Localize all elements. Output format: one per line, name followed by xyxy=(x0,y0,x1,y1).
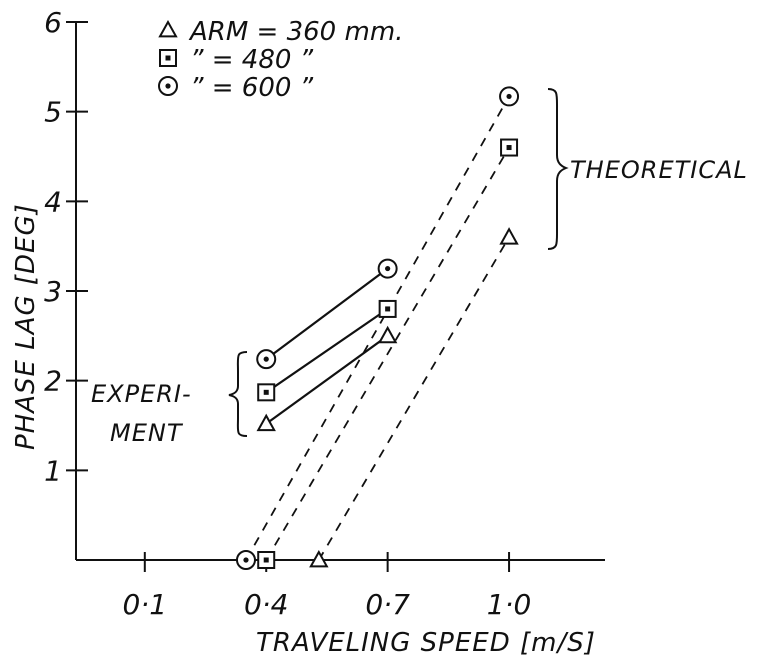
theoretical-point-triangle xyxy=(499,227,519,245)
experiment-line-square xyxy=(265,308,389,394)
theoretical-point-square xyxy=(500,138,519,157)
x-tick-label: 0·4 xyxy=(244,588,289,621)
x-tick-label: 0·7 xyxy=(365,588,410,621)
y-tick-label: 4 xyxy=(44,185,62,218)
experiment-lines xyxy=(265,267,389,425)
theoretical-point-circle-center xyxy=(506,93,512,100)
theoretical-line-square xyxy=(265,147,510,561)
theoretical-lines xyxy=(245,95,510,561)
axes xyxy=(75,22,605,561)
x-tick-label: 1·0 xyxy=(487,588,532,621)
legend: ARM = 360 mm.” = 480 ”” = 600 ” xyxy=(158,17,403,103)
legend-marker-circle xyxy=(158,76,178,96)
y-tick-label: 1 xyxy=(44,454,62,487)
theoretical-point-circle xyxy=(499,86,520,107)
experiment-line-circle xyxy=(265,267,389,361)
experiment-point-square xyxy=(257,383,276,402)
experiment-label-line1: EXPERI- xyxy=(91,380,192,408)
experiment-label-line2: MENT xyxy=(110,419,184,447)
legend-marker-square-center xyxy=(165,55,171,61)
legend-label-circle: ” = 600 ” xyxy=(190,73,314,103)
experiment-brace xyxy=(228,351,248,437)
theoretical-point-square xyxy=(257,551,276,569)
theoretical-point-circle xyxy=(235,550,256,570)
experiment-point-square xyxy=(378,299,397,318)
experiment-point-circle-center xyxy=(263,356,269,362)
theoretical-label: THEORETICAL xyxy=(570,156,748,184)
experiment-point-square-center xyxy=(263,389,269,395)
theoretical-line-triangle xyxy=(318,236,510,561)
experiment-point-circle xyxy=(256,349,277,370)
theoretical-line-circle xyxy=(245,95,510,561)
legend-marker-square xyxy=(159,49,177,67)
y-tick-label: 3 xyxy=(44,275,62,308)
x-axis-title: TRAVELING SPEED [m/S] xyxy=(256,628,596,658)
experiment-line-triangle xyxy=(265,334,389,425)
experiment-point-square-center xyxy=(385,306,391,312)
theoretical-point-square-center xyxy=(263,557,269,563)
legend-label-square: ” = 480 ” xyxy=(190,45,314,75)
experiment-point-circle xyxy=(377,258,398,279)
theoretical-point-circle-center xyxy=(243,557,249,563)
x-tick-label: 0·1 xyxy=(123,588,168,621)
data-markers xyxy=(235,86,520,570)
legend-marker-circle-center xyxy=(165,83,171,89)
annotations: EXPERI- MENT THEORETICAL xyxy=(91,88,748,447)
y-tick-label: 5 xyxy=(44,96,62,129)
experiment-point-triangle xyxy=(377,325,398,344)
y-axis-title: PHASE LAG [DEG] xyxy=(11,203,41,450)
y-tick-label: 6 xyxy=(44,6,62,39)
theoretical-point-square-center xyxy=(506,145,512,151)
legend-label-triangle: ARM = 360 mm. xyxy=(188,17,403,47)
theoretical-point-triangle xyxy=(309,549,329,568)
y-tick-label: 2 xyxy=(44,365,62,398)
experiment-point-circle-center xyxy=(385,265,391,272)
theoretical-brace xyxy=(547,88,569,250)
experiment-point-triangle xyxy=(256,413,276,432)
legend-marker-triangle xyxy=(158,19,178,38)
